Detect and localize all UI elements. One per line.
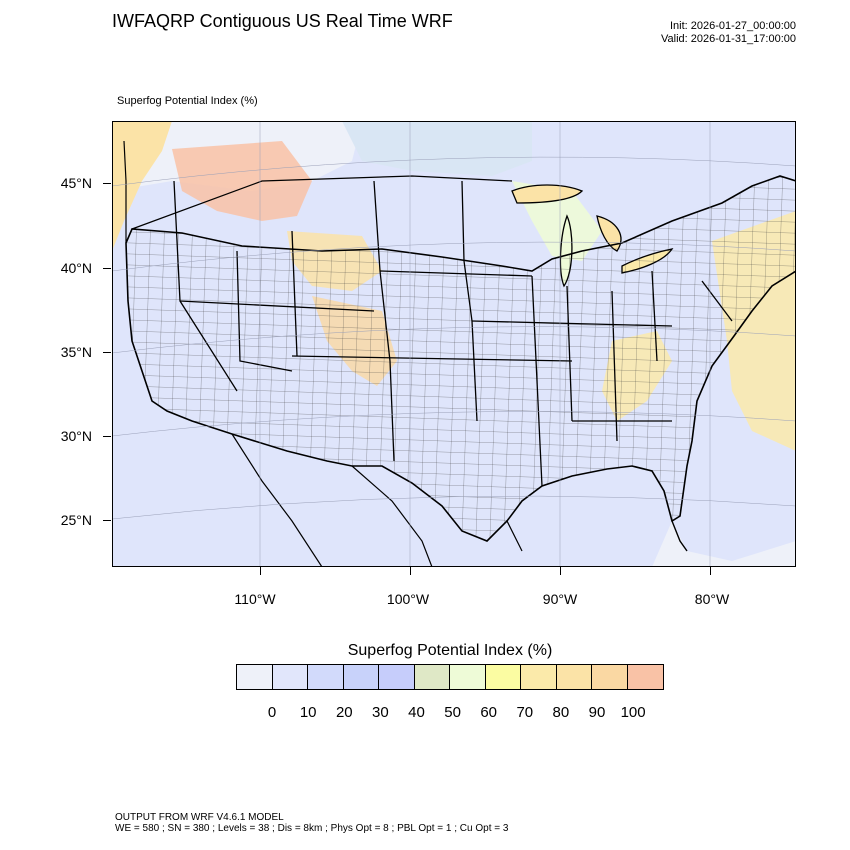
- lon-label-90w: 90°W: [542, 591, 578, 607]
- lon-tick: [560, 567, 561, 575]
- lake-superior: [511, 184, 584, 204]
- legend-tick-30: 30: [372, 704, 389, 721]
- legend-tick-20: 20: [335, 704, 353, 721]
- lat-label-40: 40°N: [60, 260, 92, 276]
- legend-tick-80: 80: [552, 704, 570, 721]
- map-svg: [112, 121, 796, 567]
- legend-swatch-4: [379, 665, 415, 689]
- legend-swatch-2: [308, 665, 344, 689]
- footer-line-2: WE = 580 ; SN = 380 ; Levels = 38 ; Dis …: [115, 823, 509, 834]
- legend-swatch-6: [450, 665, 486, 689]
- legend-colorbar: [236, 664, 664, 690]
- map-panel: [112, 121, 796, 567]
- legend-tick-60: 60: [480, 704, 498, 721]
- legend-swatch-10: [592, 665, 628, 689]
- legend-swatch-0: [237, 665, 273, 689]
- canada-east-region: [342, 121, 532, 176]
- legend-swatch-1: [272, 665, 308, 689]
- valid-time: Valid: 2026-01-31_17:00:00: [661, 33, 796, 45]
- legend-swatch-8: [521, 665, 557, 689]
- pacific-northwest-high: [112, 121, 172, 251]
- legend-tick-40: 40: [408, 704, 425, 721]
- mexico-outline: [231, 433, 523, 567]
- lon-label-80w: 80°W: [694, 591, 730, 607]
- lat-tick: [103, 352, 111, 353]
- legend-tick-90: 90: [588, 704, 606, 721]
- legend-swatch-3: [343, 665, 379, 689]
- legend-swatch-5: [414, 665, 450, 689]
- lat-label-45: 45°N: [60, 175, 92, 191]
- caribbean-region: [652, 521, 796, 567]
- map-border: [112, 121, 796, 567]
- lon-tick: [410, 567, 411, 575]
- lat-label-30: 30°N: [60, 428, 92, 444]
- lat-tick: [103, 436, 111, 437]
- lon-tick: [260, 567, 261, 575]
- pacific-ocean: [112, 421, 312, 567]
- legend-swatch-7: [485, 665, 521, 689]
- legend-tick-50: 50: [444, 704, 461, 721]
- us-coastline: [125, 175, 796, 542]
- legend-swatch-9: [556, 665, 592, 689]
- lon-label-100w: 100°W: [386, 591, 430, 607]
- legend-swatch-11: [627, 665, 663, 689]
- legend-tick-70: 70: [516, 704, 534, 721]
- florida-coast: [671, 520, 688, 552]
- legend-tick-10: 10: [299, 704, 317, 721]
- lat-tick: [103, 268, 111, 269]
- footer-line-1: OUTPUT FROM WRF V4.6.1 MODEL: [115, 812, 284, 823]
- map-field-label: Superfog Potential Index (%): [117, 95, 258, 107]
- canada-border: [123, 140, 513, 243]
- state-borders: [173, 180, 733, 487]
- lat-label-35: 35°N: [60, 344, 92, 360]
- lon-label-110w: 110°W: [234, 591, 276, 607]
- lat-label-25: 25°N: [60, 512, 92, 528]
- legend-title: Superfog Potential Index (%): [347, 642, 553, 659]
- plot-title: IWFAQRP Contiguous US Real Time WRF: [112, 11, 453, 31]
- graticule: [112, 121, 796, 567]
- lat-tick: [103, 520, 111, 521]
- model-footer: OUTPUT FROM WRF V4.6.1 MODEL WE = 580 ; …: [115, 812, 508, 834]
- init-time: Init: 2026-01-27_00:00:00: [670, 20, 796, 32]
- legend-tick-100: 100: [620, 704, 646, 721]
- lat-tick: [103, 183, 111, 184]
- lon-tick: [710, 567, 711, 575]
- legend-tick-0: 0: [267, 704, 277, 721]
